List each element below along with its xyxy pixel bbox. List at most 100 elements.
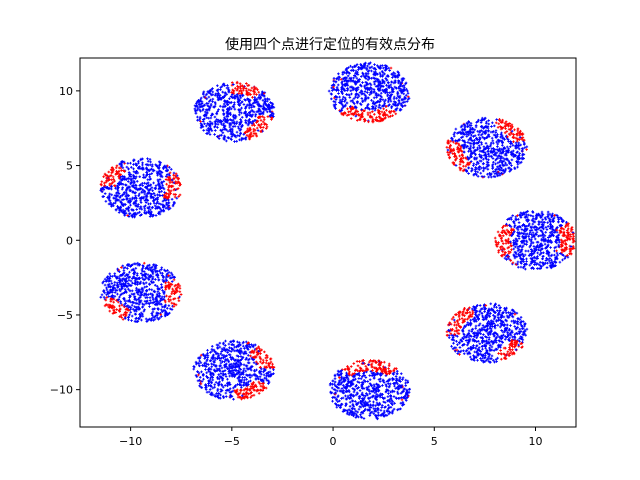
valid-point [486, 150, 490, 153]
valid-point [218, 369, 222, 373]
valid-point [531, 249, 534, 253]
valid-point [531, 231, 535, 235]
valid-point [505, 149, 509, 153]
valid-point [503, 138, 506, 141]
invalid-point [375, 119, 379, 123]
valid-point [383, 64, 387, 67]
valid-point [552, 228, 555, 232]
valid-point [501, 143, 504, 147]
valid-point [372, 72, 376, 76]
valid-point [548, 235, 552, 239]
valid-point [510, 164, 513, 167]
valid-point [378, 81, 382, 84]
invalid-point [449, 147, 453, 151]
valid-point [467, 347, 470, 350]
valid-point [509, 151, 513, 155]
valid-point [518, 244, 521, 248]
valid-point [224, 344, 227, 347]
valid-point [509, 240, 512, 244]
valid-point [224, 339, 227, 343]
valid-point [538, 214, 542, 217]
valid-point [368, 107, 371, 111]
valid-point [488, 171, 491, 175]
valid-point [545, 266, 549, 269]
invalid-point [496, 230, 500, 234]
invalid-point [452, 140, 455, 144]
valid-point [553, 260, 556, 263]
invalid-point [553, 214, 556, 217]
invalid-point [355, 360, 359, 363]
invalid-point [453, 323, 456, 327]
valid-point [493, 124, 496, 128]
valid-point [333, 100, 337, 104]
valid-point [549, 239, 552, 242]
valid-point [338, 98, 342, 102]
valid-point [474, 166, 477, 169]
valid-point [386, 93, 390, 96]
valid-point [352, 97, 356, 100]
valid-point [557, 233, 561, 237]
valid-point [373, 108, 377, 112]
valid-point [494, 151, 497, 155]
invalid-point [504, 120, 508, 124]
valid-point [390, 106, 393, 110]
valid-point [463, 128, 467, 132]
valid-point [354, 80, 357, 83]
valid-point [360, 108, 364, 111]
valid-point [478, 342, 482, 346]
invalid-point [458, 168, 462, 172]
invalid-point [503, 253, 506, 256]
valid-point [528, 245, 532, 249]
valid-point [545, 246, 548, 249]
valid-point [561, 220, 564, 223]
valid-point [481, 135, 485, 139]
valid-point [349, 79, 353, 83]
valid-point [473, 134, 477, 137]
valid-point [353, 102, 356, 105]
invalid-point [569, 249, 572, 253]
valid-point [496, 161, 500, 165]
invalid-point [560, 230, 563, 234]
valid-point [516, 262, 519, 266]
invalid-point [449, 139, 453, 143]
valid-point [400, 98, 404, 102]
valid-point [474, 170, 477, 173]
valid-point [496, 145, 499, 148]
valid-point [361, 92, 364, 95]
valid-point [516, 249, 520, 253]
valid-point [393, 103, 396, 106]
valid-point [468, 132, 472, 135]
valid-point [245, 378, 248, 381]
valid-point [467, 120, 470, 123]
valid-point [353, 74, 356, 77]
valid-point [505, 136, 509, 140]
valid-point [136, 272, 139, 276]
invalid-point [501, 242, 505, 245]
valid-point [454, 139, 457, 143]
valid-point [331, 89, 334, 92]
valid-point [556, 226, 559, 229]
invalid-point [352, 107, 355, 110]
valid-point [158, 292, 161, 295]
invalid-point [559, 238, 563, 242]
invalid-point [372, 119, 375, 123]
valid-point [520, 228, 524, 231]
invalid-point [451, 161, 455, 165]
valid-point [500, 131, 503, 135]
valid-point [499, 135, 502, 139]
invalid-point [178, 290, 182, 294]
valid-point [366, 78, 370, 82]
valid-point [379, 106, 382, 110]
valid-point [510, 129, 514, 133]
valid-point [366, 64, 369, 68]
valid-point [533, 261, 537, 264]
valid-point [342, 105, 345, 109]
valid-point [388, 96, 391, 100]
valid-point [354, 92, 358, 96]
valid-point [516, 150, 519, 154]
valid-point [484, 151, 487, 155]
valid-point [482, 157, 485, 161]
valid-point [548, 264, 552, 268]
invalid-point [460, 150, 464, 153]
invalid-point [513, 128, 516, 132]
